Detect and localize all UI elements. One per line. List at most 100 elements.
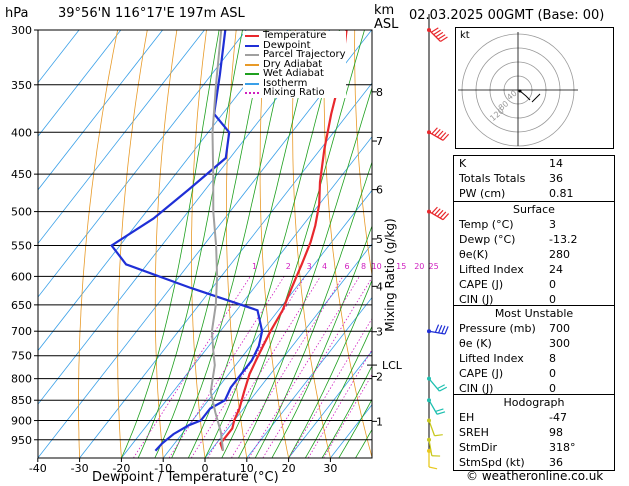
index-row: StmSpd (kt) 36 bbox=[454, 455, 614, 470]
dry-adiabat-line bbox=[154, 30, 178, 458]
pressure-tick-label: 900 bbox=[11, 415, 32, 428]
wind-barb-dot bbox=[427, 329, 431, 334]
wind-barb-dot bbox=[427, 209, 431, 214]
mixing-ratio-label: 1 bbox=[252, 262, 257, 271]
wind-barb-feather bbox=[428, 466, 438, 470]
isotherm-line bbox=[288, 350, 372, 458]
pressure-tick-label: 550 bbox=[11, 239, 32, 252]
wind-barb-feather bbox=[431, 127, 438, 135]
index-key: Lifted Index bbox=[459, 263, 524, 276]
index-row: CAPE (J) 0 bbox=[454, 366, 614, 381]
station-location: 39°56'N 116°17'E 197m ASL bbox=[58, 6, 245, 21]
pressure-tick-label: 350 bbox=[11, 79, 32, 92]
km-tick-label: 3 bbox=[376, 326, 383, 339]
series-temperature bbox=[219, 30, 348, 452]
pressure-tick-label: 950 bbox=[11, 434, 32, 447]
legend-swatch bbox=[245, 44, 259, 47]
temp-tick-label: 20 bbox=[282, 462, 296, 475]
legend-swatch bbox=[245, 92, 259, 94]
footer-credit: © weatheronline.co.uk bbox=[466, 469, 604, 483]
wind-barb-feather bbox=[435, 408, 444, 413]
mixing-ratio-line bbox=[207, 276, 321, 458]
wind-barb-staff bbox=[428, 378, 440, 392]
index-row: Lifted Index 24 bbox=[454, 262, 614, 277]
dry-adiabat-line bbox=[117, 30, 148, 458]
isotherm-line bbox=[121, 136, 372, 458]
wind-barb-feather bbox=[441, 325, 446, 334]
datetime-label: 02.03.2025 00GMT (Base: 00) bbox=[409, 8, 605, 23]
mixing-ratio-line bbox=[133, 276, 251, 458]
mixing-ratio-line bbox=[262, 276, 372, 458]
km-label: km bbox=[374, 3, 395, 18]
index-row: θe (K) 300 bbox=[454, 336, 614, 351]
mixing-ratio-label: 20 bbox=[414, 262, 424, 271]
wind-barb-feather bbox=[430, 27, 439, 33]
pressure-tick-label: 750 bbox=[11, 350, 32, 363]
wind-barb-dot bbox=[427, 448, 431, 453]
hpa-label: hPa bbox=[5, 6, 29, 21]
surface-title: Surface bbox=[513, 203, 555, 216]
isotherm-line bbox=[38, 30, 247, 298]
wind-barb-feather bbox=[434, 128, 441, 136]
wind-barb-dot bbox=[427, 130, 431, 135]
pressure-tick-label: 300 bbox=[11, 24, 32, 37]
index-value: -47 bbox=[549, 411, 567, 424]
mixing-ratio-axis-label: Mixing Ratio (g/kg) bbox=[383, 218, 397, 332]
wind-barb-dot bbox=[427, 437, 431, 442]
index-value: 0 bbox=[549, 278, 556, 291]
pressure-tick-label: 700 bbox=[11, 325, 32, 338]
isotherm-line bbox=[246, 296, 372, 458]
index-value: 36 bbox=[549, 456, 563, 469]
index-value: 280 bbox=[549, 248, 570, 261]
index-row: CIN (J) 0 bbox=[454, 381, 614, 396]
km-tick-label: 2 bbox=[376, 370, 383, 383]
legend-item: Dewpoint bbox=[243, 39, 346, 51]
legend: Temperature Dewpoint Parcel Trajectory Dry … bbox=[243, 31, 346, 98]
hodograph-ring-label: 40 bbox=[505, 89, 519, 102]
wind-barb-feather bbox=[440, 36, 448, 42]
index-key: StmSpd (kt) bbox=[459, 456, 525, 469]
index-key: SREH bbox=[459, 426, 489, 439]
wind-barb-feather bbox=[442, 213, 450, 221]
wind-barb-feather bbox=[439, 386, 448, 392]
pressure-tick-label: 800 bbox=[11, 373, 32, 386]
mixing-ratio-label: 25 bbox=[428, 262, 438, 271]
temp-tick-label: -30 bbox=[71, 462, 89, 475]
wind-barb-feather bbox=[437, 34, 446, 40]
index-row: Totals Totals 36 bbox=[454, 171, 614, 186]
most-unstable-panel: Most Unstable Pressure (mb) 700 θe (K) 300 L… bbox=[453, 305, 615, 397]
legend-label: Parcel Trajectory bbox=[263, 49, 346, 60]
wind-barb-feather bbox=[436, 209, 444, 217]
dry-adiabat-line bbox=[621, 30, 629, 458]
legend-item: Dry Adiabat bbox=[243, 59, 346, 69]
hodograph-stats-panel: Hodograph EH -47 SREH 98 StmDir 318° StmSpd (k… bbox=[453, 394, 615, 471]
mixing-ratio-label: 6 bbox=[344, 262, 349, 271]
wind-barb-feather bbox=[436, 130, 444, 138]
index-key: PW (cm) bbox=[459, 187, 506, 200]
legend-item: Mixing Ratio bbox=[243, 88, 346, 98]
legend-swatch bbox=[245, 73, 259, 75]
legend-swatch bbox=[245, 63, 259, 66]
wet-adiabat-line bbox=[321, 365, 372, 458]
index-value: 3 bbox=[549, 218, 556, 231]
legend-label: Isotherm bbox=[263, 77, 308, 89]
legend-label: Dewpoint bbox=[263, 39, 311, 51]
legend-label: Temperature bbox=[263, 30, 327, 41]
wind-barb-feather bbox=[438, 324, 443, 334]
index-key: Temp (°C) bbox=[459, 218, 514, 231]
wind-barb-feather bbox=[434, 324, 440, 333]
index-row: CAPE (J) 0 bbox=[454, 277, 614, 292]
hodograph-panel: 40 80 120 kt bbox=[455, 27, 614, 149]
index-value: 8 bbox=[549, 352, 556, 365]
index-value: 700 bbox=[549, 322, 570, 335]
index-row: K 14 bbox=[454, 156, 614, 171]
wind-barb-dot bbox=[427, 398, 431, 403]
wet-adiabat-line bbox=[338, 398, 372, 458]
wind-barb-feather bbox=[439, 211, 447, 219]
dry-adiabat-line bbox=[354, 30, 372, 278]
wind-barb-feather bbox=[433, 29, 441, 36]
isotherm-line bbox=[79, 82, 372, 458]
index-value: -13.2 bbox=[549, 233, 578, 246]
